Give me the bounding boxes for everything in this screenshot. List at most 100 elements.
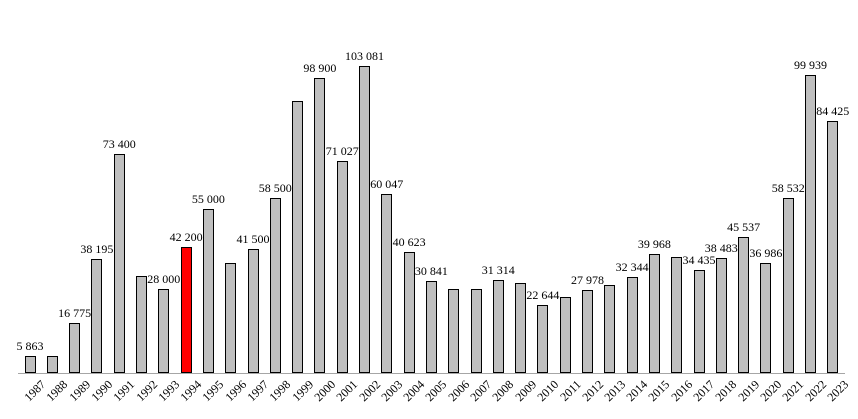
bar-1998: [269, 198, 281, 373]
bar-2023: [827, 121, 839, 373]
value-label-1993: 28 000: [147, 272, 181, 287]
x-tick-2001: 2001: [333, 377, 361, 405]
bar-2020: [760, 262, 772, 373]
x-tick-1988: 1988: [43, 377, 71, 405]
x-tick-2000: 2000: [311, 377, 339, 405]
x-tick-2009: 2009: [511, 377, 539, 405]
value-label-1998: 58 500: [258, 181, 292, 196]
bar-2006: [448, 289, 460, 373]
bar-2011: [559, 296, 571, 373]
bar-2010: [537, 305, 549, 373]
bar-1988: [46, 355, 58, 373]
value-label-1997: 41 500: [236, 232, 270, 247]
bar-1991: [113, 154, 125, 373]
x-tick-2017: 2017: [690, 377, 718, 405]
bar-2013: [604, 284, 616, 373]
x-tick-1991: 1991: [110, 377, 138, 405]
bar-2016: [671, 256, 683, 373]
bar-2014: [626, 276, 638, 373]
bar-1999: [292, 100, 304, 373]
x-tick-2008: 2008: [489, 377, 517, 405]
x-tick-2021: 2021: [779, 377, 807, 405]
bar-1994-highlighted: [180, 247, 192, 373]
bar-2021: [782, 198, 794, 373]
value-label-2001: 71 027: [325, 144, 359, 159]
bar-2015: [648, 253, 660, 373]
bar-2018: [715, 258, 727, 373]
x-tick-2023: 2023: [824, 377, 852, 405]
bar-2005: [425, 280, 437, 373]
value-label-2002: 103 081: [345, 48, 384, 63]
value-label-2003: 60 047: [370, 176, 404, 191]
value-label-1991: 73 400: [102, 137, 136, 152]
bar-1987: [24, 355, 36, 373]
bar-1996: [225, 262, 237, 373]
x-tick-2015: 2015: [645, 377, 673, 405]
bar-1993: [158, 289, 170, 373]
bar-2002: [359, 65, 370, 373]
x-tick-2002: 2002: [355, 377, 383, 405]
bar-2001: [336, 161, 348, 373]
x-tick-2011: 2011: [556, 377, 584, 404]
x-tick-2012: 2012: [578, 377, 606, 405]
value-label-2000: 98 900: [303, 60, 337, 75]
value-label-2012: 27 978: [571, 272, 604, 287]
value-label-2008: 31 314: [481, 262, 515, 277]
x-tick-2014: 2014: [623, 377, 651, 405]
value-label-2018: 38 483: [704, 241, 738, 256]
bar-2009: [515, 282, 527, 373]
value-label-1987: 5 863: [16, 338, 44, 353]
x-tick-2006: 2006: [445, 377, 472, 405]
bar-1995: [202, 208, 214, 373]
value-label-2020: 36 986: [749, 245, 783, 260]
x-tick-1987: 1987: [21, 377, 49, 405]
bar-1992: [136, 275, 147, 373]
bar-2007: [470, 289, 482, 373]
x-tick-2004: 2004: [400, 377, 428, 405]
value-label-2010: 22 644: [526, 288, 560, 303]
value-label-2005: 30 841: [414, 263, 448, 278]
x-tick-1999: 1999: [288, 377, 316, 405]
x-tick-1993: 1993: [155, 377, 183, 405]
value-label-1990: 38 195: [80, 242, 114, 257]
bar-2019: [738, 237, 750, 373]
value-label-2004: 40 623: [392, 234, 426, 249]
x-tick-1994: 1994: [177, 377, 205, 405]
value-label-2015: 39 968: [637, 236, 671, 251]
x-tick-2019: 2019: [734, 377, 762, 405]
x-tick-1992: 1992: [132, 377, 160, 405]
bar-2012: [582, 289, 593, 373]
x-tick-2003: 2003: [378, 377, 406, 405]
value-label-2021: 58 532: [771, 181, 805, 196]
x-tick-1990: 1990: [88, 377, 116, 405]
x-tick-1998: 1998: [266, 377, 294, 405]
x-tick-2018: 2018: [712, 377, 740, 405]
x-tick-2020: 2020: [757, 377, 785, 405]
bar-1997: [247, 249, 259, 373]
value-label-1994: 42 200: [169, 230, 203, 245]
x-tick-1989: 1989: [65, 377, 93, 405]
value-label-1995: 55 000: [191, 191, 225, 206]
value-label-2019: 45 537: [727, 220, 761, 235]
x-tick-1995: 1995: [199, 377, 227, 405]
x-tick-2007: 2007: [467, 377, 495, 405]
x-tick-1997: 1997: [244, 377, 272, 405]
bar-1989: [69, 322, 81, 373]
value-label-2023: 84 425: [816, 104, 850, 119]
x-tick-2022: 2022: [801, 377, 829, 405]
bar-2017: [693, 270, 705, 373]
x-tick-2013: 2013: [601, 377, 629, 405]
x-tick-2010: 2010: [534, 377, 562, 405]
bar-1990: [91, 259, 103, 373]
bar-2022: [805, 74, 816, 373]
value-label-2017: 34 435: [682, 253, 716, 268]
bar-2003: [381, 193, 393, 373]
value-label-2014: 32 344: [615, 259, 649, 274]
x-tick-2016: 2016: [668, 377, 695, 405]
value-label-2022: 99 939: [794, 57, 827, 72]
value-label-1989: 16 775: [58, 305, 92, 320]
x-tick-2005: 2005: [422, 377, 450, 405]
bar-2000: [314, 77, 326, 373]
bar-2008: [492, 279, 504, 373]
